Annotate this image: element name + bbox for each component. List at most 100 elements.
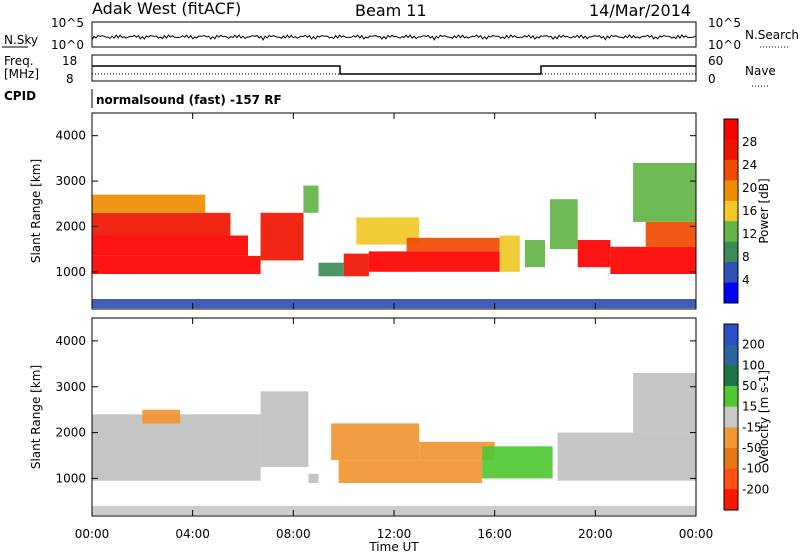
- velocity-cbar-tick-2: 50: [742, 379, 757, 393]
- power-cbar-label: Power [dB]: [757, 178, 771, 243]
- velocity-ytick-label-1: 2000: [55, 426, 86, 440]
- station-title: Adak West (fitACF): [92, 0, 241, 18]
- velocity-region-0: [92, 414, 261, 481]
- power-region-9: [368, 251, 500, 272]
- nave-tick-bottom: 0: [708, 72, 716, 86]
- power-cbar-tick-4: 20: [742, 181, 757, 195]
- power-cbar-seg-5: [724, 221, 738, 243]
- power-cbar-tick-6: 28: [742, 135, 757, 149]
- xtick-label-2: 08:00: [276, 527, 311, 541]
- nsearch-tick-bottom: 10^0: [708, 38, 741, 52]
- power-ytick-label-2: 3000: [55, 174, 86, 188]
- power-colorbar: 4 8 12 16 20 24 28: [723, 118, 757, 304]
- velocity-region-8: [557, 432, 696, 481]
- power-region-2: [92, 212, 231, 236]
- power-y-ticks: 1000 2000 3000 4000: [55, 129, 696, 279]
- power-region-14: [577, 240, 611, 268]
- nsky-trace: [91, 34, 697, 41]
- power-region-16: [645, 221, 696, 247]
- velocity-ylabel: Slant Range [km]: [29, 365, 43, 469]
- power-region-15: [610, 246, 696, 274]
- power-ytick-label-1: 2000: [55, 219, 86, 233]
- beam-title: Beam 11: [355, 1, 427, 20]
- power-region-13: [550, 199, 578, 250]
- velocity-cbar-tick-4: -15: [742, 420, 762, 434]
- date-title: 14/Mar/2014: [589, 1, 691, 20]
- freq-trace: [92, 65, 696, 75]
- velocity-ytick-label-3: 4000: [55, 334, 86, 348]
- power-region-17: [633, 162, 696, 222]
- power-region-12: [524, 240, 545, 268]
- xtick-label-5: 20:00: [578, 527, 613, 541]
- velocity-panel: 1000 2000 3000 4000 Slant Range [km] 200 100…: [29, 317, 771, 517]
- xtick-label-3: 12:00: [377, 527, 412, 541]
- velocity-region-5: [338, 460, 483, 483]
- power-ylabel: Slant Range [km]: [29, 159, 43, 263]
- nsearch-tick-top: 10^5: [708, 16, 741, 30]
- power-cbar-tick-2: 12: [742, 227, 757, 241]
- freq-tick-top: 18: [62, 54, 77, 68]
- power-cbar-tick-5: 24: [742, 158, 757, 172]
- power-cbar-seg-6: [724, 241, 738, 263]
- time-axis-ticks: 00:00 04:00 08:00 12:00 16:00 20:00 00:00: [75, 113, 714, 541]
- power-ytick-label-0: 1000: [55, 265, 86, 279]
- nave-label: Nave: [745, 64, 776, 78]
- velocity-cbar-tick-3: 15: [742, 400, 757, 414]
- velocity-cbar-seg-4: [724, 406, 738, 428]
- power-cbar-seg-1: [724, 139, 738, 161]
- power-region-4: [260, 212, 304, 261]
- velocity-cbar-tick-1: 100: [742, 358, 765, 372]
- nsearch-label: N.Search: [745, 28, 799, 42]
- power-region-0: [92, 255, 261, 274]
- velocity-cbar-seg-3: [724, 386, 738, 408]
- velocity-cells: [92, 373, 696, 516]
- velocity-region-9: [633, 373, 696, 433]
- power-cbar-seg-8: [724, 282, 738, 304]
- velocity-ytick-label-2: 3000: [55, 380, 86, 394]
- xtick-label-0: 00:00: [75, 527, 110, 541]
- velocity-cbar-tick-7: -200: [742, 482, 769, 496]
- nsky-panel: [91, 21, 697, 48]
- velocity-cbar-seg-5: [724, 427, 738, 449]
- cpid-label: CPID: [4, 89, 36, 103]
- power-cbar-tick-1: 8: [742, 250, 750, 264]
- power-region-3: [92, 194, 206, 213]
- power-cbar-seg-4: [724, 200, 738, 222]
- power-cbar-seg-0: [724, 119, 738, 140]
- velocity-ytick-label-0: 1000: [55, 471, 86, 485]
- velocity-y-ticks: 1000 2000 3000 4000: [55, 334, 696, 485]
- power-region-7: [343, 253, 369, 277]
- freq-tick-bottom: 8: [66, 72, 74, 86]
- xtick-label-4: 16:00: [477, 527, 512, 541]
- velocity-cbar-seg-8: [724, 489, 738, 511]
- power-ytick-label-3: 4000: [55, 129, 86, 143]
- power-cbar-tick-3: 16: [742, 204, 757, 218]
- velocity-cbar-tick-6: -100: [742, 462, 769, 476]
- freq-label: Freq.: [4, 54, 34, 68]
- velocity-cbar-tick-0: 200: [742, 338, 765, 352]
- power-cbar-seg-3: [724, 180, 738, 202]
- power-region-1: [92, 235, 248, 256]
- velocity-region-1: [260, 391, 309, 467]
- power-cells: [92, 162, 696, 309]
- velocity-cbar-seg-6: [724, 448, 738, 470]
- power-region-10: [406, 237, 500, 252]
- power-cbar-seg-2: [724, 159, 738, 181]
- freq-panel: [91, 54, 697, 82]
- power-region-6: [318, 262, 344, 277]
- velocity-region-6: [419, 441, 495, 461]
- power-cbar-frame: [723, 118, 739, 304]
- power-panel: 1000 2000 3000 4000 Slant Range [km] 4 8 12 16…: [29, 112, 771, 310]
- nsky-tick-top: 10^5: [51, 16, 84, 30]
- velocity-colorbar: 200 100 50 15 -15 -50 -100 -200: [723, 323, 769, 511]
- power-cbar-seg-7: [724, 262, 738, 283]
- velocity-cbar-seg-0: [724, 324, 738, 346]
- velocity-cbar-seg-7: [724, 468, 738, 490]
- power-region-5: [303, 185, 319, 213]
- velocity-cbar-label: Velocity [m s-1]: [757, 370, 771, 464]
- xtick-label-1: 04:00: [175, 527, 210, 541]
- velocity-region-4: [331, 423, 420, 461]
- velocity-region-2: [308, 473, 319, 483]
- xtick-label-6: 00:00: [679, 527, 714, 541]
